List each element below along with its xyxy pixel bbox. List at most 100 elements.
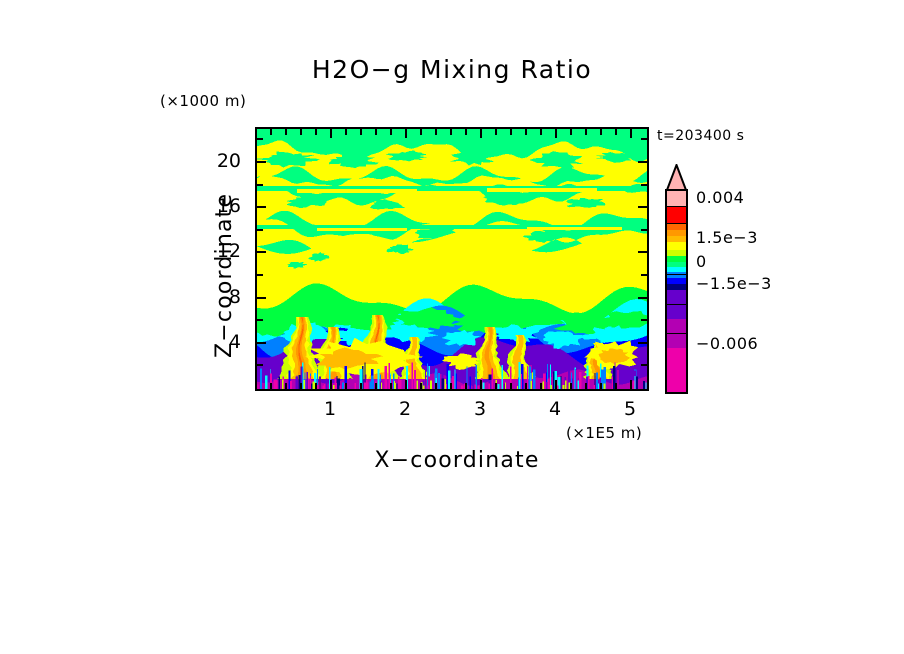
surface-streak <box>298 374 301 389</box>
y-tick-left <box>257 183 263 186</box>
warm-pool-right-core <box>598 348 631 364</box>
surface-streak-pink <box>445 384 447 389</box>
y-tick-right <box>641 183 647 186</box>
x-tick-top <box>540 129 542 135</box>
core-green-speck <box>386 244 415 254</box>
mid-green-tongue <box>594 311 647 330</box>
x-tick-label: 3 <box>473 398 487 420</box>
y-tick-left <box>257 138 263 141</box>
surface-streak-pink <box>257 384 259 389</box>
upper-green-pocket <box>483 193 532 206</box>
y-tick-left <box>257 228 263 231</box>
x-tick-bottom <box>390 383 392 389</box>
surface-streak <box>371 375 374 389</box>
surface-streak-pink <box>274 379 276 389</box>
yellow-streak <box>317 228 407 231</box>
surface-streak-lime <box>333 384 335 389</box>
upper-green-pocket <box>257 151 320 168</box>
convective-plume <box>484 327 495 379</box>
surface-streak-lime <box>603 383 606 389</box>
surface-streak <box>344 365 347 389</box>
surface-streak <box>329 367 331 389</box>
surface-streak-pink <box>474 384 477 389</box>
colorbar-tick-label: −1.5e−3 <box>696 274 772 293</box>
surface-streak-pink <box>322 385 325 389</box>
x-tick-bottom <box>585 383 587 389</box>
surface-streak-lime <box>564 380 567 389</box>
surface-streak <box>551 373 554 389</box>
surface-streak <box>396 383 398 389</box>
surface-streak <box>491 368 493 389</box>
surface-streak <box>539 383 541 389</box>
surface-streak <box>557 376 561 389</box>
mid-cyan-tongue <box>542 331 588 350</box>
surface-streak-lime <box>303 380 306 389</box>
mid-cyan-tongue <box>384 324 439 343</box>
surface-streak-pink <box>488 383 491 389</box>
mid-green-tongue <box>297 306 365 330</box>
surface-streak-lime <box>562 385 565 389</box>
surface-streak <box>546 364 548 389</box>
surface-streak-lime <box>517 385 519 389</box>
surface-streak <box>336 375 338 389</box>
x-tick-top <box>390 129 392 135</box>
x-tick-top <box>615 129 617 135</box>
x-tick-top <box>285 129 287 135</box>
surface-streak <box>377 369 380 389</box>
colorbar-band <box>667 348 686 392</box>
surface-streak <box>380 381 382 389</box>
x-tick-top <box>555 129 557 138</box>
y-tick-left <box>257 160 266 163</box>
surface-streak-pink <box>366 380 368 389</box>
timestamp-annotation: t=203400 s <box>657 128 745 144</box>
surface-streak-pink <box>363 382 366 389</box>
x-tick-label: 5 <box>623 398 637 420</box>
x-tick-bottom <box>615 383 617 389</box>
colorbar-band <box>667 223 686 230</box>
contour-plot-area <box>255 127 649 391</box>
surface-streak-pink <box>593 385 596 389</box>
surface-streak <box>296 375 298 389</box>
mid-cyan-tongue <box>582 325 635 343</box>
surface-streak-pink <box>316 385 319 389</box>
surface-streak <box>264 375 268 389</box>
upper-green-pocket <box>328 153 379 168</box>
surface-streak <box>365 374 367 389</box>
surface-streak <box>594 372 596 389</box>
upper-green-pocket <box>385 150 429 162</box>
surface-streak <box>472 367 476 389</box>
y-tick-right <box>641 273 647 276</box>
x-tick-bottom <box>480 380 482 389</box>
yellow-streak <box>487 188 597 192</box>
surface-streak <box>482 382 485 389</box>
yellow-core-band <box>257 230 647 322</box>
surface-streak <box>532 369 536 389</box>
surface-streak-pink <box>335 383 337 389</box>
colorbar-band <box>667 266 686 273</box>
y-tick-label: 4 <box>228 330 241 353</box>
surface-streak <box>528 366 531 389</box>
surface-streak <box>550 364 552 389</box>
upper-green-pocket <box>369 199 406 210</box>
upper-green-pocket <box>529 151 584 169</box>
x-tick-top <box>420 129 422 135</box>
surface-streak <box>316 368 318 389</box>
surface-streak <box>325 378 328 389</box>
colorbar-band <box>667 236 686 243</box>
surface-streak <box>603 366 606 389</box>
x-tick-bottom <box>270 383 272 389</box>
surface-streak-lime <box>504 382 507 389</box>
surface-streak <box>425 366 427 389</box>
surface-streak-pink <box>339 385 342 389</box>
x-tick-label: 2 <box>398 398 412 420</box>
surface-streak-lime <box>380 382 383 389</box>
x-tick-bottom <box>300 383 302 389</box>
upper-green-pocket <box>522 230 561 243</box>
surface-streak-pink <box>290 381 293 389</box>
surface-streak <box>521 364 524 389</box>
x-tick-bottom <box>450 383 452 389</box>
convective-plume <box>295 317 308 379</box>
surface-streak-pink <box>464 383 466 389</box>
x-tick-bottom <box>555 380 557 389</box>
